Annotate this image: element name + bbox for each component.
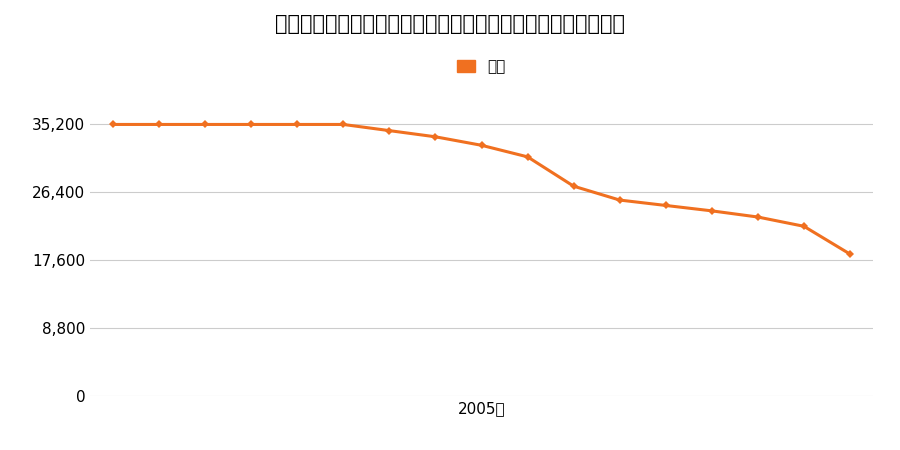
Legend: 価格: 価格 bbox=[451, 53, 512, 81]
Text: 青森県北津軽郡板柳町大字福野田字実田１１番４１の地価推移: 青森県北津軽郡板柳町大字福野田字実田１１番４１の地価推移 bbox=[275, 14, 625, 33]
